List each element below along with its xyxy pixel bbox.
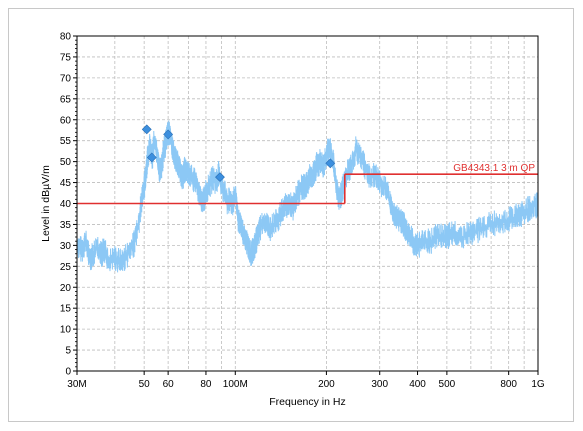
y-tick-label: 20	[60, 283, 72, 294]
y-tick-label: 50	[60, 157, 72, 168]
chart-frame: 0 5 10 15 20 25 30 35 40 45 50 55 60 65 70 75 80 30M 50 60 8…	[8, 8, 574, 422]
x-tick-label: 500	[439, 379, 456, 390]
x-tick-label: 100M	[223, 379, 248, 390]
y-tick-label: 30	[60, 241, 72, 252]
spectrum-trace	[76, 120, 539, 273]
y-tick-label: 80	[60, 32, 72, 43]
x-tick-label: 200	[318, 379, 335, 390]
limit-line-label: GB4343.1 3 m QP	[453, 163, 535, 174]
x-axis-label: Frequency in Hz	[269, 396, 345, 408]
y-tick-label: 25	[60, 262, 72, 273]
x-tick-label: 80	[200, 379, 212, 390]
y-tick-label: 65	[60, 94, 72, 105]
emission-chart: 0 5 10 15 20 25 30 35 40 45 50 55 60 65 70 75 80 30M 50 60 8…	[40, 32, 545, 409]
y-axis-label: Level in dBµV/m	[40, 165, 52, 242]
peak-marker	[163, 129, 174, 140]
peak-marker	[146, 152, 157, 163]
peak-marker	[215, 172, 225, 183]
y-tick-label: 5	[65, 346, 71, 357]
y-tick-label: 15	[60, 304, 72, 315]
x-tick-label: 50	[139, 379, 151, 390]
peak-marker	[141, 124, 152, 135]
x-tick-label: 30M	[67, 379, 86, 390]
x-tick-label: 60	[163, 379, 175, 390]
peak-marker	[325, 158, 336, 169]
y-tick-label: 60	[60, 115, 72, 126]
x-tick-label: 1G	[531, 379, 545, 390]
y-tick-label: 10	[60, 325, 72, 336]
x-tick-label: 400	[409, 379, 426, 390]
y-tick-label: 55	[60, 136, 72, 147]
y-tick-label: 0	[65, 367, 71, 378]
y-tick-label: 70	[60, 73, 72, 84]
x-tick-label: 300	[371, 379, 388, 390]
y-tick-label: 75	[60, 52, 72, 63]
y-tick-label: 35	[60, 220, 72, 231]
y-tick-label: 40	[60, 199, 72, 210]
y-tick-label: 45	[60, 178, 72, 189]
x-tick-label: 800	[500, 379, 517, 390]
